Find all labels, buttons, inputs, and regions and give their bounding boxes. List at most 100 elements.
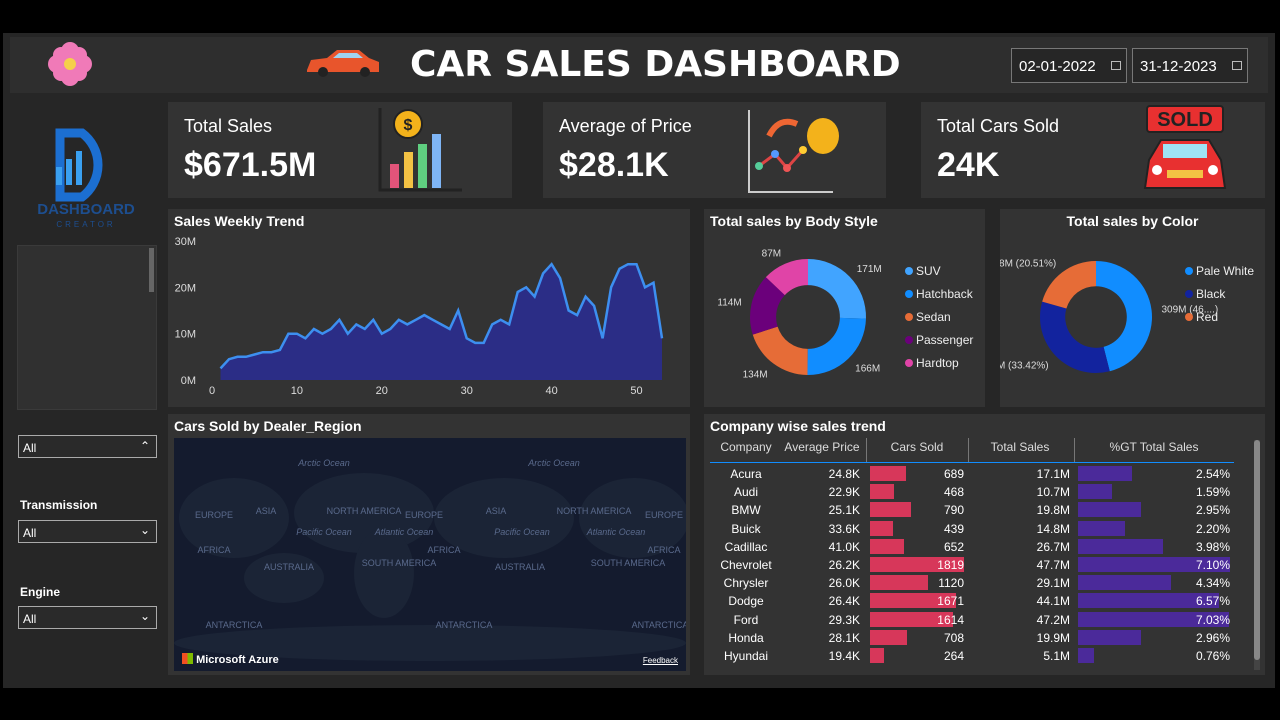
map-label: AFRICA: [427, 545, 460, 555]
data-label: 171M: [857, 264, 882, 275]
panel-title: Total sales by Color: [1066, 213, 1199, 229]
calendar-icon: [1111, 61, 1121, 70]
column-header: Average Price: [784, 440, 860, 454]
cell-company: Acura: [730, 467, 762, 481]
cell-cars-sold: 468: [943, 485, 964, 500]
map-label: SOUTH AMERICA: [591, 558, 666, 568]
cell-avg-price: 25.1K: [828, 503, 860, 518]
pct-bar: [1078, 484, 1113, 500]
cars-bar: [870, 648, 884, 663]
cell-total-sales: 14.8M: [1036, 521, 1070, 536]
price-icon: [748, 110, 839, 193]
legend-label: Sedan: [916, 310, 951, 324]
cars-bar: [870, 538, 904, 554]
map-label: EUROPE: [195, 510, 233, 520]
chevron: ⌃: [139, 439, 150, 453]
cell-pct: 1.59%: [1195, 485, 1230, 500]
y-tick-label: 0M: [181, 375, 196, 387]
cell-avg-price: 28.1K: [828, 630, 860, 645]
filter-label: Engine: [20, 585, 61, 599]
table: Company Average Price Cars Sold Total Sales…: [704, 414, 1265, 675]
cell-cars-sold: 1819: [937, 558, 964, 572]
kpi-label: Average of Price: [559, 116, 692, 136]
cars-bar: [870, 484, 895, 500]
end-date-text: 31-12-2023: [1140, 58, 1217, 75]
legend-label: SUV: [916, 264, 941, 278]
icon-glyph: $: [404, 117, 413, 134]
cell-company: Chrysler: [723, 576, 769, 591]
body-panel: Total sales by Body Style 171M SUV 166M Hat…: [704, 209, 985, 407]
start-date-text: 02-01-2022: [1019, 58, 1096, 75]
map-label: ANTARCTICA: [206, 620, 263, 630]
kpi-card: Total Cars Sold 24K SOLD: [921, 102, 1265, 198]
donut-slice: [807, 317, 866, 375]
data-label: 309M (46....): [1161, 305, 1218, 316]
pct-bar: [1078, 538, 1164, 554]
y-tick-label: 10M: [175, 329, 196, 341]
map-label: ASIA: [256, 506, 277, 516]
cell-total-sales: 47.2M: [1036, 612, 1070, 627]
cell-avg-price: 41.0K: [828, 539, 860, 554]
dropdown-value: All: [23, 526, 37, 540]
panel-title: Cars Sold by Dealer_Region: [174, 418, 362, 434]
cell-avg-price: 29.3K: [828, 612, 860, 627]
logo: DASHBOARD CREATOR: [37, 128, 135, 229]
dropdown[interactable]: All ⌄: [18, 520, 157, 543]
cell-company: Chevrolet: [720, 558, 772, 572]
chevron: ⌄: [139, 523, 150, 537]
map-label: AFRICA: [197, 545, 230, 555]
cell-cars-sold: 708: [943, 630, 964, 645]
kpi-value: $28.1K: [559, 146, 669, 184]
header-rule: [710, 462, 1234, 463]
sold-badge: SOLD: [1157, 109, 1213, 131]
donut-slice: [1096, 261, 1152, 372]
scroll-thumb: [1254, 440, 1260, 660]
column-header: Company: [720, 440, 772, 454]
cell-total-sales: 17.1M: [1036, 467, 1070, 481]
land: [174, 473, 686, 661]
dropdown[interactable]: All ⌄: [18, 606, 157, 629]
logo-text: DASHBOARD: [37, 201, 135, 218]
donut-slice: [752, 326, 808, 375]
cell-total-sales: 47.7M: [1036, 558, 1070, 572]
map-label: AUSTRALIA: [495, 562, 545, 572]
end-date[interactable]: 31-12-2023: [1132, 48, 1248, 83]
cell-company: Honda: [728, 630, 764, 645]
map: Arctic Ocean Arctic Ocean EUROPE ASIA NORTH …: [174, 438, 686, 671]
column-divider: [1074, 438, 1075, 462]
cell-cars-sold: 689: [943, 467, 964, 481]
dropdown-value: All: [23, 441, 37, 455]
dropdown[interactable]: All ⌃: [18, 435, 157, 458]
column-header: Total Sales: [990, 440, 1050, 454]
legend-label: Black: [1196, 287, 1226, 301]
chevron: ⌄: [139, 609, 150, 623]
map-panel: Cars Sold by Dealer_Region Arctic Ocean A…: [168, 414, 690, 675]
feedback-link[interactable]: Feedback: [642, 656, 678, 665]
legend-dot: [1185, 313, 1193, 321]
start-date[interactable]: 02-01-2022: [1011, 48, 1127, 83]
cell-avg-price: 33.6K: [828, 521, 860, 536]
pct-bar: [1078, 575, 1171, 591]
map-label: Pacific Ocean: [296, 527, 352, 537]
x-tick-label: 10: [291, 385, 303, 397]
cars-bar: [870, 466, 906, 481]
cell-pct: 2.95%: [1195, 503, 1230, 518]
cell-company: BMW: [731, 503, 761, 518]
data-label: 87M: [762, 249, 781, 260]
sold-icon: SOLD: [1143, 105, 1227, 189]
map-label: NORTH AMERICA: [327, 506, 402, 516]
cars-bar: [870, 502, 911, 518]
pct-bar: [1078, 593, 1219, 609]
chart-icon: $: [378, 108, 462, 192]
cell-company: Hyundai: [723, 649, 769, 663]
x-tick-label: 20: [376, 385, 388, 397]
map-label: EUROPE: [645, 510, 683, 520]
map-label: Pacific Ocean: [494, 527, 550, 537]
cell-pct: 0.76%: [1195, 649, 1230, 663]
line: [219, 262, 664, 370]
cell-cars-sold: 1671: [937, 594, 964, 609]
brand-text: Microsoft Azure: [196, 654, 279, 666]
cell-company: Buick: [731, 521, 761, 536]
data-label: 138M (20.51%): [1000, 259, 1056, 270]
